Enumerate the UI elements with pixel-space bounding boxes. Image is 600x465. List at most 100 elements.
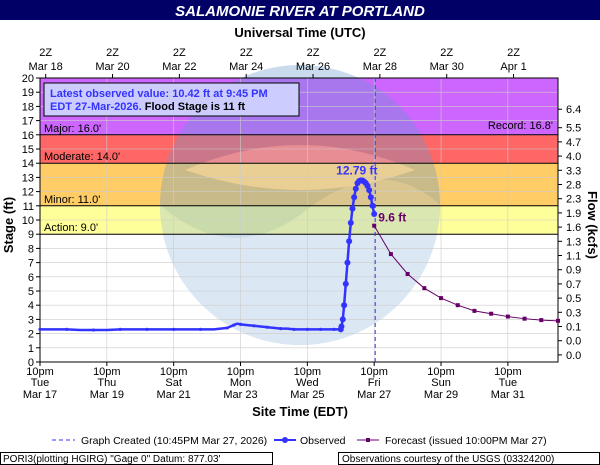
local-tick-time: 10pm bbox=[227, 366, 255, 378]
local-tick-day: Thu bbox=[97, 377, 116, 389]
flow-tick-label: 1.6 bbox=[566, 222, 581, 234]
legend-graph-created: Graph Created (10:45PM Mar 27, 2026) bbox=[81, 435, 267, 447]
stage-tick-label: 11 bbox=[23, 201, 34, 213]
flood-label-action: Action: 9.0' bbox=[44, 222, 98, 234]
flow-tick-label: 1.9 bbox=[566, 208, 581, 220]
forecast-point bbox=[439, 296, 444, 301]
observed-point bbox=[347, 219, 354, 226]
plot-grid bbox=[39, 78, 558, 362]
observed-point bbox=[172, 327, 176, 331]
local-tick-day: Tue bbox=[499, 377, 518, 389]
flow-tick-label: 5.5 bbox=[566, 123, 581, 135]
observed-point bbox=[225, 326, 229, 330]
observed-point bbox=[319, 327, 323, 331]
top-axis-title: Universal Time (UTC) bbox=[234, 25, 365, 40]
local-tick-date: Mar 23 bbox=[223, 389, 257, 401]
stage-tick-label: 13 bbox=[22, 172, 34, 184]
band-minor bbox=[40, 163, 558, 206]
stage-tick-label: 15 bbox=[22, 144, 34, 156]
observed-point bbox=[65, 327, 69, 331]
local-tick-day: Mon bbox=[230, 377, 251, 389]
utc-tick-date: Mar 28 bbox=[363, 61, 397, 73]
observed-point bbox=[369, 202, 376, 209]
local-tick-date: Mar 31 bbox=[491, 389, 525, 401]
flow-tick-label: 0.1 bbox=[566, 322, 581, 334]
observed-point bbox=[305, 327, 309, 331]
flow-tick-label: 2.8 bbox=[566, 180, 581, 192]
observed-point bbox=[344, 259, 351, 266]
chart-title: SALAMONIE RIVER AT PORTLAND bbox=[175, 3, 425, 20]
latest-value-line1: Latest observed value: 10.42 ft at 9:45 … bbox=[50, 88, 268, 100]
forecast-value-label: 9.6 ft bbox=[378, 211, 406, 225]
forecast-point bbox=[405, 271, 410, 276]
forecast-point bbox=[372, 223, 377, 228]
stage-tick-label: 2 bbox=[28, 329, 34, 341]
utc-tick-hour: 2Z bbox=[373, 47, 386, 59]
observed-point bbox=[238, 322, 243, 326]
utc-tick-hour: 2Z bbox=[307, 47, 320, 59]
flow-tick-label: 2.3 bbox=[566, 194, 581, 206]
observed-point bbox=[38, 327, 42, 331]
flow-tick-label: 1.1 bbox=[566, 251, 581, 263]
observed-point bbox=[342, 280, 349, 287]
local-tick-date: Mar 21 bbox=[157, 389, 191, 401]
legend: Graph Created (10:45PM Mar 27, 2026) Obs… bbox=[52, 435, 547, 447]
stage-tick-label: 8 bbox=[28, 243, 34, 255]
utc-tick-date: Mar 26 bbox=[296, 61, 330, 73]
stage-tick-label: 18 bbox=[22, 101, 34, 113]
forecast-point bbox=[489, 311, 494, 316]
forecast-series bbox=[372, 223, 560, 323]
stage-tick-label: 17 bbox=[22, 116, 34, 128]
local-tick-time: 10pm bbox=[427, 366, 455, 378]
observed-point bbox=[292, 327, 296, 331]
utc-tick-date: Mar 20 bbox=[95, 61, 129, 73]
forecast-point bbox=[472, 308, 477, 313]
flow-tick-label: 6.4 bbox=[566, 104, 581, 116]
observed-point bbox=[265, 325, 269, 329]
stage-tick-label: 4 bbox=[28, 300, 34, 312]
stage-tick-label: 3 bbox=[28, 314, 34, 326]
forecast-point bbox=[539, 318, 544, 323]
stage-tick-label: 7 bbox=[28, 258, 34, 270]
legend-observed-marker bbox=[282, 437, 288, 443]
observed-point bbox=[332, 327, 336, 331]
local-tick-date: Mar 17 bbox=[23, 389, 57, 401]
forecast-point bbox=[422, 286, 427, 291]
local-tick-date: Mar 29 bbox=[424, 389, 458, 401]
local-tick-time: 10pm bbox=[360, 366, 388, 378]
local-tick-date: Mar 25 bbox=[290, 389, 324, 401]
local-tick-time: 10pm bbox=[494, 366, 522, 378]
stage-tick-label: 14 bbox=[22, 158, 34, 170]
observed-point bbox=[91, 328, 96, 332]
flow-tick-label: 0.0 bbox=[566, 350, 581, 362]
local-tick-time: 10pm bbox=[93, 366, 121, 378]
stage-tick-label: 6 bbox=[28, 272, 34, 284]
forecast-point bbox=[522, 316, 527, 321]
observed-point bbox=[252, 324, 256, 328]
flow-tick-label: 0.9 bbox=[566, 265, 581, 277]
observed-point bbox=[346, 238, 353, 245]
utc-tick-date: Mar 18 bbox=[29, 61, 63, 73]
flow-tick-label: 0.3 bbox=[566, 307, 581, 319]
forecast-point bbox=[556, 318, 560, 323]
observed-point bbox=[339, 316, 346, 323]
forecast-point bbox=[505, 314, 510, 319]
svg-text:EDT 27-Mar-2026. Flood Stage i: EDT 27-Mar-2026. Flood Stage is 11 ft bbox=[50, 101, 245, 113]
legend-forecast-marker bbox=[366, 438, 370, 442]
stage-tick-label: 9 bbox=[28, 229, 34, 241]
legend-observed: Observed bbox=[300, 435, 346, 447]
stage-axis-title: Stage (ft) bbox=[1, 197, 16, 253]
flood-stage-lines: Action: 9.0' Minor: 11.0' Moderate: 14.0' M… bbox=[40, 123, 558, 235]
local-tick-time: 10pm bbox=[294, 366, 322, 378]
flow-axis-title: Flow (kcfs) bbox=[585, 191, 600, 259]
flow-axis-ticks: 6.4 5.5 4.7 4.0 3.3 2.8 2.3 1.9 1.6 1.3 1.1 0.9 0.7 0… bbox=[558, 104, 581, 362]
utc-tick-date: Apr 1 bbox=[500, 61, 526, 73]
latest-value-date: EDT 27-Mar-2026. bbox=[50, 101, 142, 113]
footer-datum: PORI3(plotting HGIRG) "Gage 0" Datum: 87… bbox=[3, 454, 221, 465]
local-tick-date: Mar 19 bbox=[90, 389, 124, 401]
peak-label: 12.79 ft bbox=[336, 163, 377, 177]
title-bar bbox=[0, 0, 600, 20]
utc-tick-hour: 2Z bbox=[106, 47, 119, 59]
legend-forecast: Forecast (issued 10:00PM Mar 27) bbox=[385, 435, 547, 447]
